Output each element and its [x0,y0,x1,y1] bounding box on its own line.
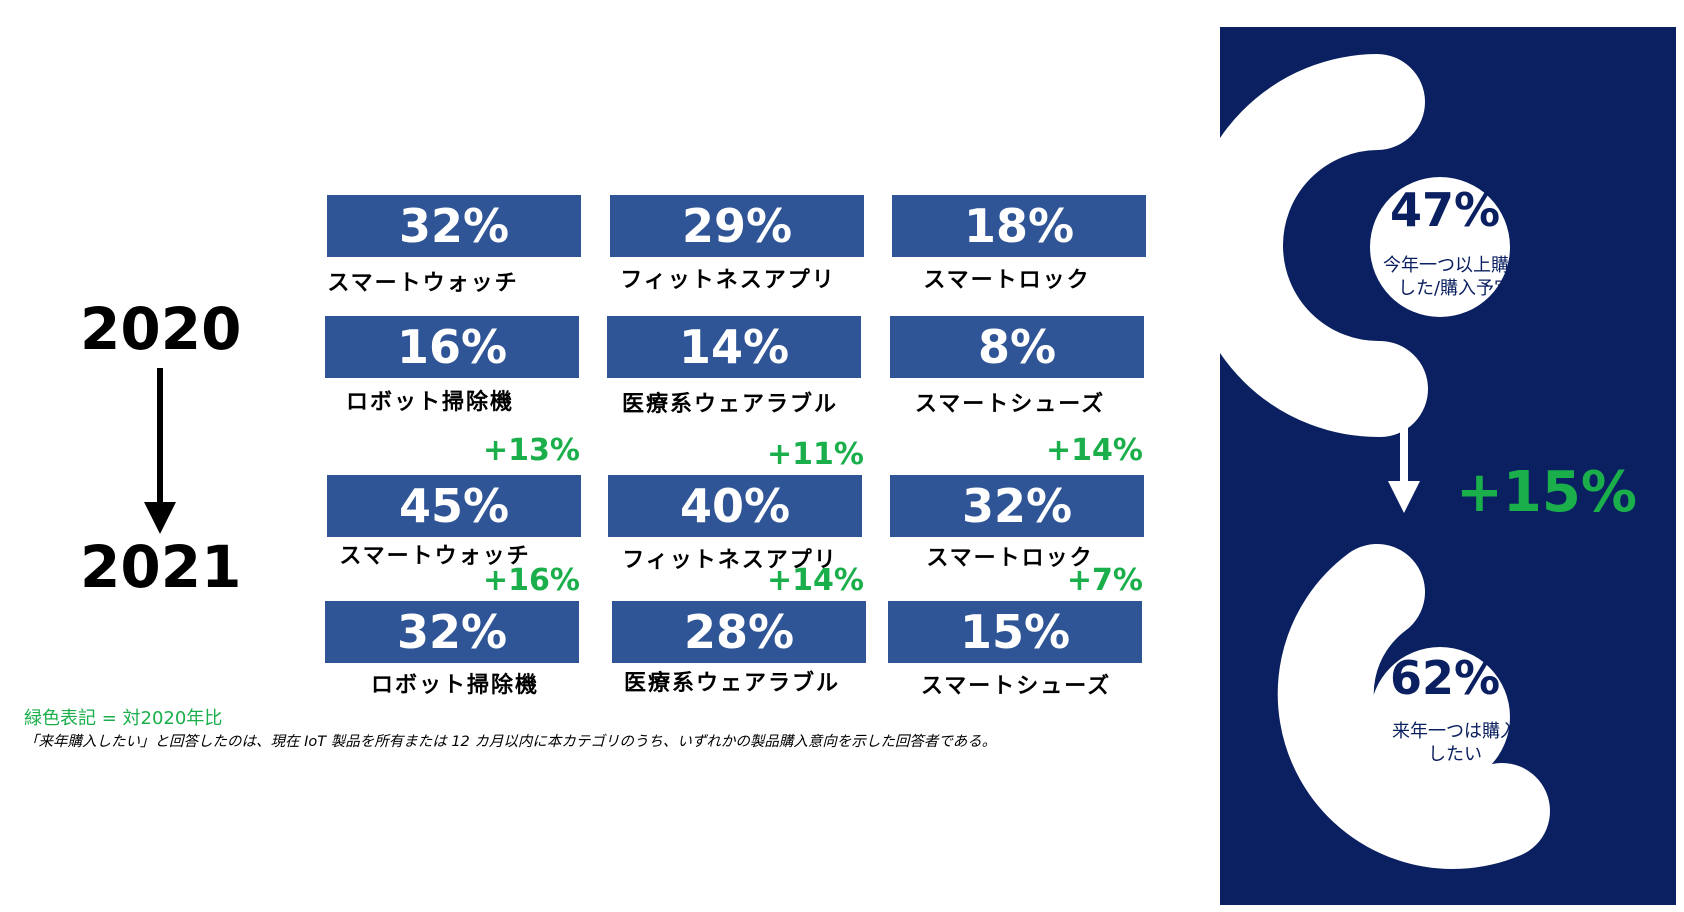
tile-2021-smart-lock-pct: 32% [890,475,1144,537]
label-2021-fitness-app: フィットネスアプリ [622,548,838,573]
tile-2021-robot-vacuum-pct: 32% [325,601,579,663]
delta-2021-fitness-app: +11% [767,437,864,472]
tile-2020-robot-vacuum-pct: 16% [325,316,579,378]
legend-green-note: 緑色表記 = 対2020年比 [24,708,223,729]
label-2021-smartwatch: スマートウォッチ [339,544,531,569]
tile-2020-smart-shoes-pct: 8% [890,316,1144,378]
label-2021-robot-vacuum: ロボット掃除機 [370,673,539,698]
label-2020-smartwatch: スマートウォッチ [327,271,519,296]
tile-2020-medical-wearable-pct: 14% [607,316,861,378]
footnote: 「来年購入したい」と回答したのは、現在 IoT 製品を所有または 12 カ月以内… [24,734,997,750]
tile-2021-smartwatch-pct: 45% [327,475,581,537]
tile-2020-smart-lock-pct: 18% [892,195,1146,257]
arrow-down-icon [144,368,176,534]
tile-2020-fitness-app-pct: 29% [610,195,864,257]
label-2020-robot-vacuum: ロボット掃除機 [345,390,514,415]
delta-2021-medical-wearable: +14% [767,563,864,598]
panel-bottom-pct: 62% [1389,651,1501,705]
year-2020-label: 2020 [80,295,242,363]
label-2021-smart-lock: スマートロック [926,546,1094,571]
delta-2021-smart-lock: +14% [1046,433,1143,468]
year-2021-label: 2021 [80,533,242,601]
panel-bottom-label-line1: 来年一つは購入 [1392,721,1518,742]
tile-2020-smartwatch-pct: 32% [327,195,581,257]
panel-top-label-line2: した/購入予定 [1397,278,1513,299]
label-2020-medical-wearable: 医療系ウェアラブル [621,392,838,417]
label-2020-smart-shoes: スマートシューズ [914,392,1106,417]
panel-top-label-line1: 今年一つ以上購入 [1383,255,1527,276]
tile-2021-medical-wearable-pct: 28% [612,601,866,663]
label-2020-fitness-app: フィットネスアプリ [620,268,836,293]
panel-delta: +15% [1456,460,1637,525]
panel-bottom-label-line2: したい [1428,744,1482,765]
delta-2021-smartwatch: +13% [483,433,580,468]
tile-2021-fitness-app-pct: 40% [608,475,862,537]
delta-2021-smart-shoes: +7% [1066,563,1143,598]
ring-arc-graphic [1220,54,1550,869]
label-2020-smart-lock: スマートロック [923,268,1091,293]
delta-2021-robot-vacuum: +16% [483,563,580,598]
tile-2021-smart-shoes-pct: 15% [888,601,1142,663]
label-2021-medical-wearable: 医療系ウェアラブル [623,671,840,696]
panel-arrow-down-icon [1388,417,1420,513]
summary-panel: 47% 今年一つ以上購入 した/購入予定 +15% 62% 来年一つは購入 した… [1220,27,1676,905]
panel-top-pct: 47% [1389,183,1501,237]
label-2021-smart-shoes: スマートシューズ [920,674,1112,699]
